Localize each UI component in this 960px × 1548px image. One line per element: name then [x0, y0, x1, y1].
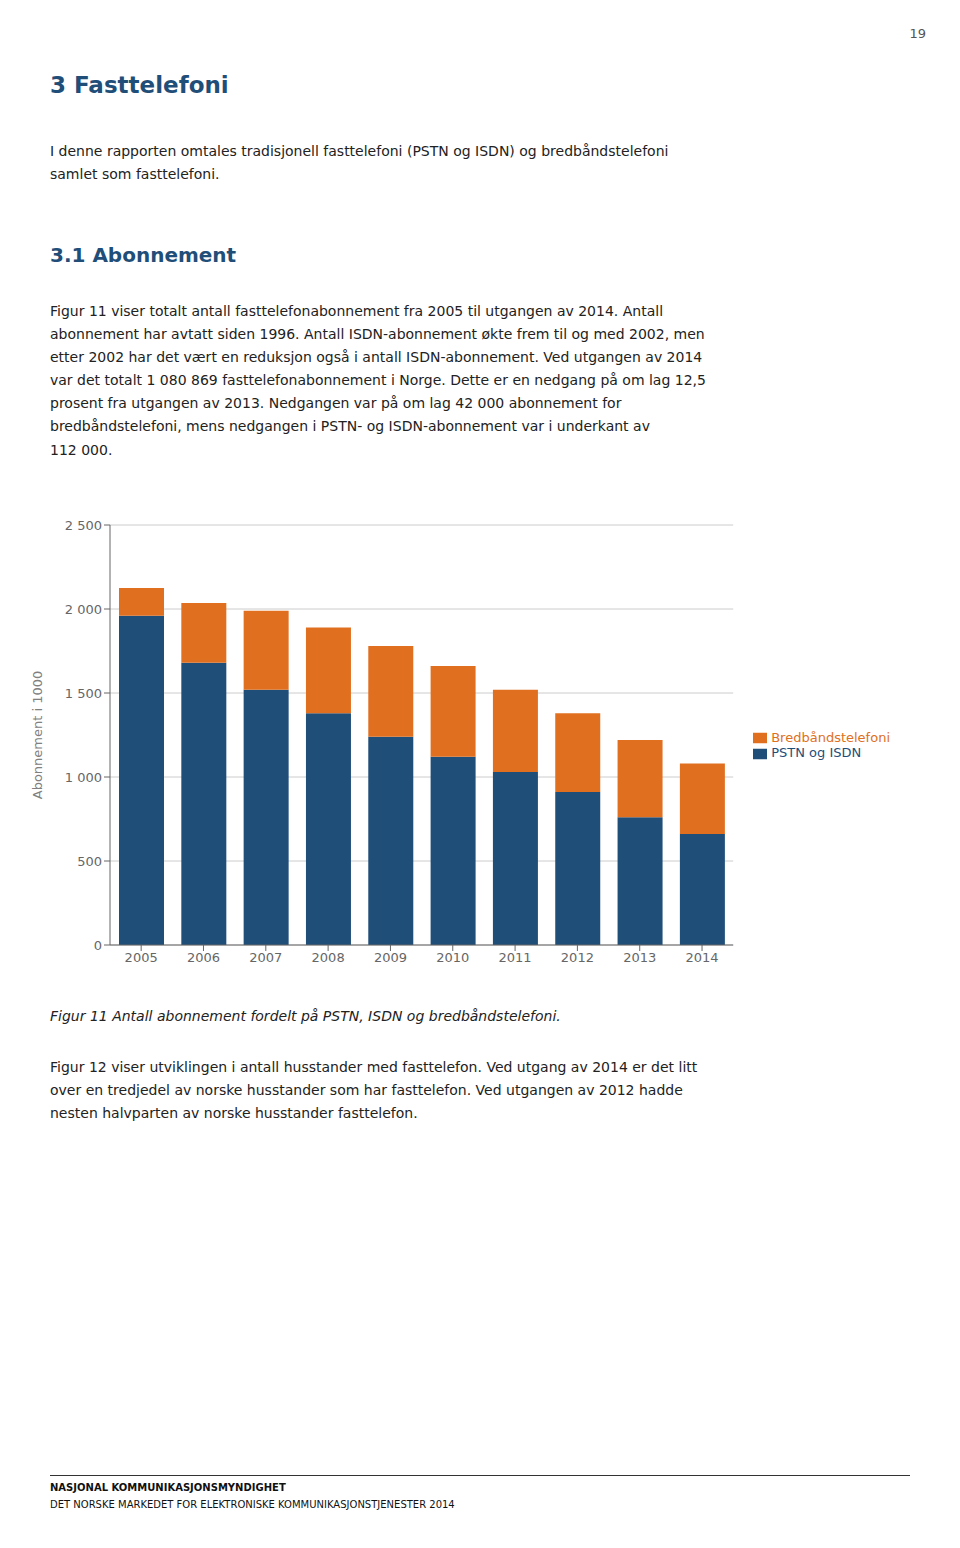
svg-text:1 500: 1 500: [65, 686, 102, 701]
svg-text:2010: 2010: [436, 950, 469, 965]
svg-text:2011: 2011: [499, 950, 532, 965]
html-text:PSTN og ISDN: PSTN og ISDN: [771, 745, 862, 760]
html-text:3 Fasttelefoni: 3 Fasttelefoni: [50, 72, 229, 98]
svg-text:2012: 2012: [561, 950, 594, 965]
svg-text:2 000: 2 000: [65, 602, 102, 617]
html-text:19: 19: [909, 26, 926, 41]
svg-text:0: 0: [94, 938, 102, 953]
svg-text:2005: 2005: [125, 950, 158, 965]
html-text:DET NORSKE MARKEDET FOR ELEKTR: DET NORSKE MARKEDET FOR ELEKTRONISKE KOM…: [50, 1499, 455, 1510]
svg-text:2014: 2014: [685, 950, 718, 965]
svg-text:2006: 2006: [187, 950, 220, 965]
html-text:Figur 11 viser totalt antall f: Figur 11 viser totalt antall fasttelefon…: [50, 303, 706, 458]
html-text:Figur 12 viser utviklingen i a: Figur 12 viser utviklingen i antall huss…: [50, 1059, 698, 1122]
html-text:Figur 11 Antall abonnement for: Figur 11 Antall abonnement fordelt på PS…: [50, 1008, 561, 1024]
html-text:I denne rapporten omtales trad: I denne rapporten omtales tradisjonell f…: [50, 143, 669, 183]
svg-text:2013: 2013: [623, 950, 656, 965]
html-text:Bredbåndstelefoni: Bredbåndstelefoni: [771, 729, 890, 745]
html-text:NASJONAL KOMMUNIKASJONSMYNDIGH: NASJONAL KOMMUNIKASJONSMYNDIGHET: [50, 1482, 286, 1493]
svg-text:1 000: 1 000: [65, 770, 102, 785]
svg-text:2 500: 2 500: [65, 518, 102, 533]
svg-text:2008: 2008: [312, 950, 345, 965]
svg-text:500: 500: [77, 854, 102, 869]
html-text:3.1 Abonnement: 3.1 Abonnement: [50, 243, 237, 267]
svg-text:2007: 2007: [249, 950, 282, 965]
svg-text:2009: 2009: [374, 950, 407, 965]
svg-text:Abonnement i 1000: Abonnement i 1000: [30, 671, 45, 800]
